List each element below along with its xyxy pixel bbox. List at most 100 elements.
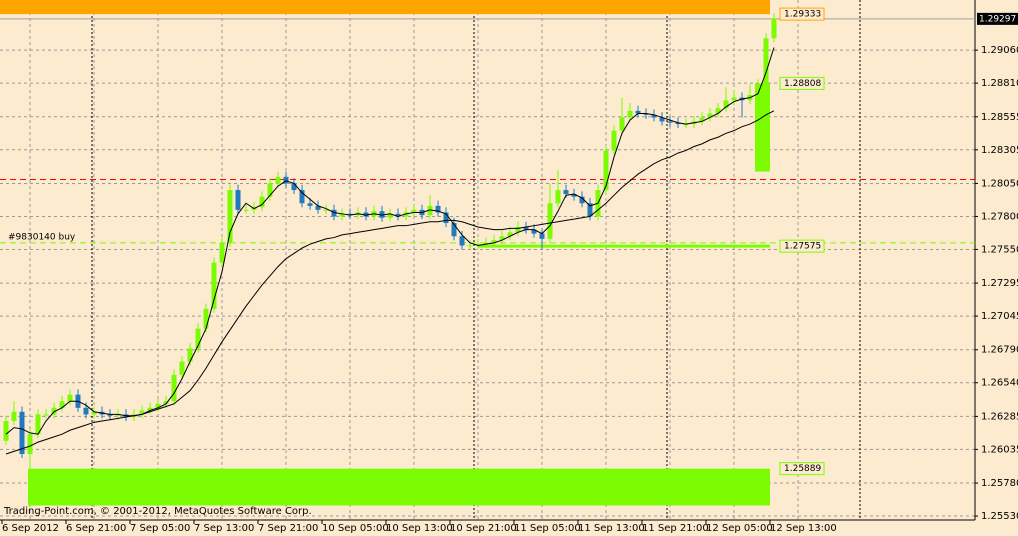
candle-body: [603, 150, 609, 191]
price-tag: [779, 462, 825, 476]
x-tick-label: 10 Sep 05:00: [322, 523, 389, 534]
candle-body: [275, 176, 281, 184]
y-tick-label: 1.25530: [981, 511, 1018, 522]
candle-body: [187, 348, 193, 362]
y-tick-label: 1.28050: [981, 178, 1018, 189]
candle-body: [515, 227, 521, 233]
x-tick-label: 7 Sep 05:00: [130, 523, 190, 534]
candle-body: [219, 242, 225, 263]
price-tag-label: 1.25889: [784, 464, 821, 474]
x-tick-label: 6 Sep 2012: [2, 523, 59, 534]
candle-body: [27, 434, 33, 455]
candle-body: [339, 213, 345, 217]
candle-body: [267, 183, 273, 197]
candle-body: [347, 213, 353, 216]
y-tick-label: 1.27550: [981, 244, 1018, 255]
candle-body: [755, 84, 761, 96]
candle-body: [571, 194, 577, 197]
candle-body: [11, 411, 17, 422]
x-tick-label: 11 Sep 21:00: [642, 523, 709, 534]
candle-body: [331, 209, 337, 217]
candle-body: [627, 110, 633, 118]
candle-body: [411, 209, 417, 213]
zone: [0, 0, 770, 15]
candle-body: [475, 244, 481, 246]
candle-body: [451, 223, 457, 237]
last-price-label: 1.29297: [979, 14, 1016, 24]
x-tick-label: 10 Sep 21:00: [450, 523, 517, 534]
candle-body: [579, 196, 585, 204]
candle-body: [651, 114, 657, 118]
candle-body: [459, 236, 465, 246]
x-tick-label: 6 Sep 21:00: [66, 523, 126, 534]
candle-body: [227, 190, 233, 243]
last-price-box: [977, 12, 1018, 25]
candle-body: [667, 121, 673, 123]
candle-body: [707, 113, 713, 118]
candle-body: [163, 401, 169, 404]
candle-body: [19, 411, 25, 455]
candle-body: [299, 190, 305, 204]
candle-body: [547, 203, 553, 239]
candle-body: [83, 407, 89, 415]
candle-body: [555, 190, 561, 204]
candle-body: [499, 236, 505, 241]
candle-body: [443, 212, 449, 224]
level-label: #9830140 buy: [8, 232, 76, 242]
candle-body: [715, 108, 721, 114]
candle-body: [291, 183, 297, 191]
candle-body: [675, 122, 681, 125]
candle-body: [403, 212, 409, 217]
candle-body: [491, 240, 497, 243]
moving-average: [5, 110, 775, 455]
candle-body: [387, 213, 393, 218]
candle-body: [771, 18, 777, 39]
candle-body: [307, 203, 313, 206]
candle-body: [51, 407, 57, 415]
candle-body: [315, 205, 321, 210]
y-tick-label: 1.27295: [981, 278, 1018, 289]
candle-body: [523, 227, 529, 230]
candle-body: [211, 262, 217, 309]
x-tick-label: 7 Sep 21:00: [258, 523, 318, 534]
candle-body: [507, 232, 513, 237]
candle-body: [59, 401, 65, 408]
candle-body: [723, 100, 729, 109]
candle-body: [35, 414, 41, 435]
x-tick-label: 12 Sep 13:00: [770, 523, 837, 534]
candle-body: [635, 110, 641, 114]
candle-body: [619, 117, 625, 131]
candle-body: [115, 414, 121, 416]
x-tick-label: 11 Sep 13:00: [578, 523, 645, 534]
x-tick-label: 12 Sep 05:00: [706, 523, 773, 534]
zone: [755, 83, 770, 172]
candle-body: [659, 117, 665, 122]
y-tick-label: 1.27045: [981, 311, 1018, 322]
price-tag-label: 1.27575: [784, 242, 821, 252]
candle-body: [259, 196, 265, 208]
y-tick-label: 1.26540: [981, 378, 1018, 389]
candle-body: [587, 203, 593, 217]
candle-body: [435, 205, 441, 213]
y-tick-label: 1.26790: [981, 345, 1018, 356]
candle-body: [235, 190, 241, 210]
y-tick-label: 1.29060: [981, 45, 1018, 56]
candle-body: [427, 205, 433, 216]
candle-body: [643, 113, 649, 115]
candle-body: [763, 38, 769, 85]
candle-body: [139, 410, 145, 415]
price-tag: [779, 7, 825, 21]
candle-body: [731, 97, 737, 101]
y-tick-label: 1.25780: [981, 478, 1018, 489]
candle-body: [43, 414, 49, 416]
price-tag-label: 1.29333: [784, 10, 821, 20]
y-tick-label: 1.28555: [981, 112, 1018, 123]
candle-body: [363, 212, 369, 217]
candle-body: [67, 394, 73, 402]
candle-body: [243, 209, 249, 211]
candle-body: [179, 361, 185, 375]
y-tick-label: 1.26035: [981, 444, 1018, 455]
period-separators: [91, 0, 861, 520]
